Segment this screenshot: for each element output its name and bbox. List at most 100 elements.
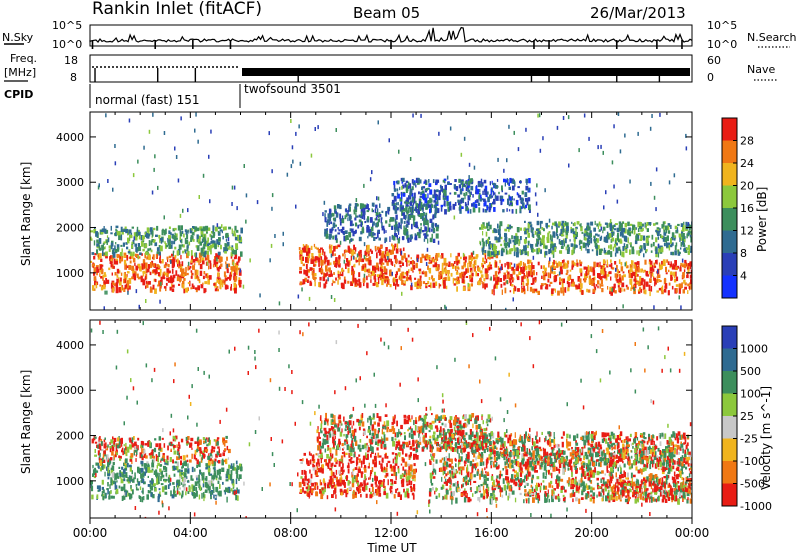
velocity-cell bbox=[191, 447, 193, 450]
power-cell bbox=[527, 245, 529, 249]
velocity-cell bbox=[142, 487, 144, 494]
power-cell bbox=[200, 252, 202, 256]
power-cell bbox=[681, 231, 683, 237]
power-cell bbox=[103, 241, 106, 244]
velocity-cell bbox=[403, 482, 405, 488]
power-cell bbox=[148, 281, 151, 285]
power-cell bbox=[680, 247, 682, 250]
power-cell bbox=[441, 262, 444, 269]
power-cell bbox=[361, 229, 364, 233]
power-cell bbox=[414, 222, 416, 226]
power-cell bbox=[364, 220, 367, 224]
power-cell bbox=[474, 260, 477, 266]
power-cell bbox=[354, 263, 356, 268]
power-cell bbox=[366, 210, 370, 213]
power-cell bbox=[482, 231, 484, 236]
power-sparse-cell bbox=[410, 282, 413, 287]
power-cell bbox=[636, 261, 640, 265]
power-cell bbox=[663, 232, 667, 236]
power-cell bbox=[466, 268, 470, 273]
power-cell bbox=[479, 270, 483, 274]
velocity-cell bbox=[208, 473, 211, 476]
power-cell bbox=[348, 214, 352, 218]
power-cell bbox=[665, 227, 668, 234]
power-cell bbox=[609, 222, 613, 225]
power-cell bbox=[595, 233, 598, 236]
power-cell bbox=[426, 200, 429, 205]
velocity-cell bbox=[150, 491, 153, 497]
power-cell bbox=[364, 267, 367, 273]
power-sparse-cell bbox=[637, 131, 639, 136]
power-cell bbox=[120, 252, 123, 257]
power-cell bbox=[628, 232, 632, 237]
power-cell bbox=[436, 202, 439, 205]
power-cell bbox=[432, 215, 434, 220]
velocity-cell bbox=[177, 479, 180, 484]
velocity-cell bbox=[116, 444, 120, 449]
power-cell bbox=[550, 247, 552, 253]
power-cell bbox=[99, 253, 102, 259]
velocity-cell bbox=[207, 467, 211, 473]
power-cell bbox=[389, 284, 392, 288]
power-cell bbox=[345, 213, 348, 218]
power-cell bbox=[307, 275, 310, 279]
velocity-cell bbox=[408, 479, 411, 485]
power-cell bbox=[366, 218, 370, 223]
velocity-cell bbox=[370, 453, 372, 458]
power-cell bbox=[372, 270, 375, 276]
power-cell bbox=[172, 250, 175, 253]
power-cell bbox=[658, 248, 661, 253]
power-cell bbox=[419, 257, 423, 263]
power-cell bbox=[382, 225, 385, 231]
velocity-cell bbox=[230, 488, 233, 492]
velocity-cell bbox=[109, 445, 112, 449]
power-cell bbox=[424, 255, 428, 261]
power-cell bbox=[593, 227, 596, 232]
power-cell bbox=[323, 272, 326, 277]
power-cell bbox=[413, 208, 416, 211]
power-cell bbox=[631, 284, 633, 289]
power-cell bbox=[411, 179, 414, 184]
velocity-cell bbox=[109, 441, 111, 445]
power-cell bbox=[511, 209, 514, 214]
power-cell bbox=[477, 273, 479, 277]
power-cell bbox=[341, 268, 344, 272]
power-cell bbox=[652, 242, 655, 247]
power-cell bbox=[347, 280, 350, 284]
power-cell bbox=[299, 251, 301, 254]
power-cell bbox=[97, 256, 101, 260]
power-cell bbox=[329, 228, 333, 234]
power-cell bbox=[394, 243, 397, 248]
power-cell bbox=[398, 260, 402, 265]
velocity-cell bbox=[405, 453, 408, 457]
power-cell bbox=[325, 269, 328, 272]
power-sparse-cell bbox=[623, 243, 626, 248]
power-cell bbox=[110, 282, 114, 289]
power-cell bbox=[385, 253, 388, 257]
power-cell bbox=[484, 209, 488, 213]
velocity-cell bbox=[348, 486, 351, 491]
velocity-cell bbox=[378, 455, 382, 458]
power-cell bbox=[120, 277, 122, 282]
power-cell bbox=[513, 285, 516, 288]
power-cell bbox=[370, 279, 372, 283]
power-sparse-cell bbox=[606, 231, 609, 236]
power-cell bbox=[363, 283, 365, 287]
power-cell bbox=[514, 286, 517, 292]
power-sparse-cell bbox=[187, 244, 189, 249]
power-cell bbox=[338, 276, 341, 280]
power-cell bbox=[413, 182, 416, 186]
power-cell bbox=[629, 249, 631, 255]
velocity-cell bbox=[178, 481, 180, 487]
velocity-cell bbox=[402, 458, 405, 463]
power-cell bbox=[366, 254, 368, 257]
velocity-cell bbox=[144, 463, 148, 467]
power-cell bbox=[413, 197, 416, 204]
velocity-cell bbox=[177, 446, 180, 450]
power-cell bbox=[101, 244, 104, 251]
power-cell bbox=[682, 272, 685, 278]
power-cell bbox=[650, 243, 653, 248]
power-cell bbox=[137, 263, 141, 267]
power-cell bbox=[667, 223, 671, 227]
